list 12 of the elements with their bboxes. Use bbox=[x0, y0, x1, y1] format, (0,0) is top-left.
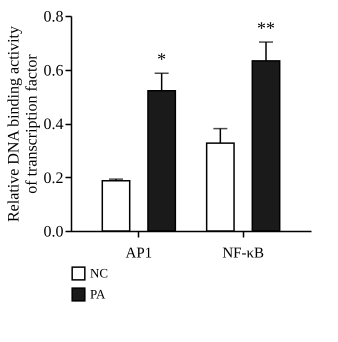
legend-label: NC bbox=[90, 266, 108, 280]
y-tick-label: 0.2 bbox=[44, 170, 64, 187]
y-axis-title: Relative DNA binding activity of transcription factor bbox=[6, 26, 40, 222]
y-tick-label: 0.0 bbox=[44, 224, 64, 240]
x-tick-label: NF-κB bbox=[222, 246, 264, 262]
annotation: ** bbox=[257, 18, 275, 38]
annotation: * bbox=[157, 49, 166, 70]
y-tick-label: 0.6 bbox=[44, 62, 64, 80]
y-tick-label: 0.8 bbox=[44, 8, 64, 26]
legend-label: PA bbox=[90, 286, 106, 302]
y-tick-label: 0.4 bbox=[44, 116, 64, 133]
x-tick-label: AP1 bbox=[125, 246, 152, 262]
